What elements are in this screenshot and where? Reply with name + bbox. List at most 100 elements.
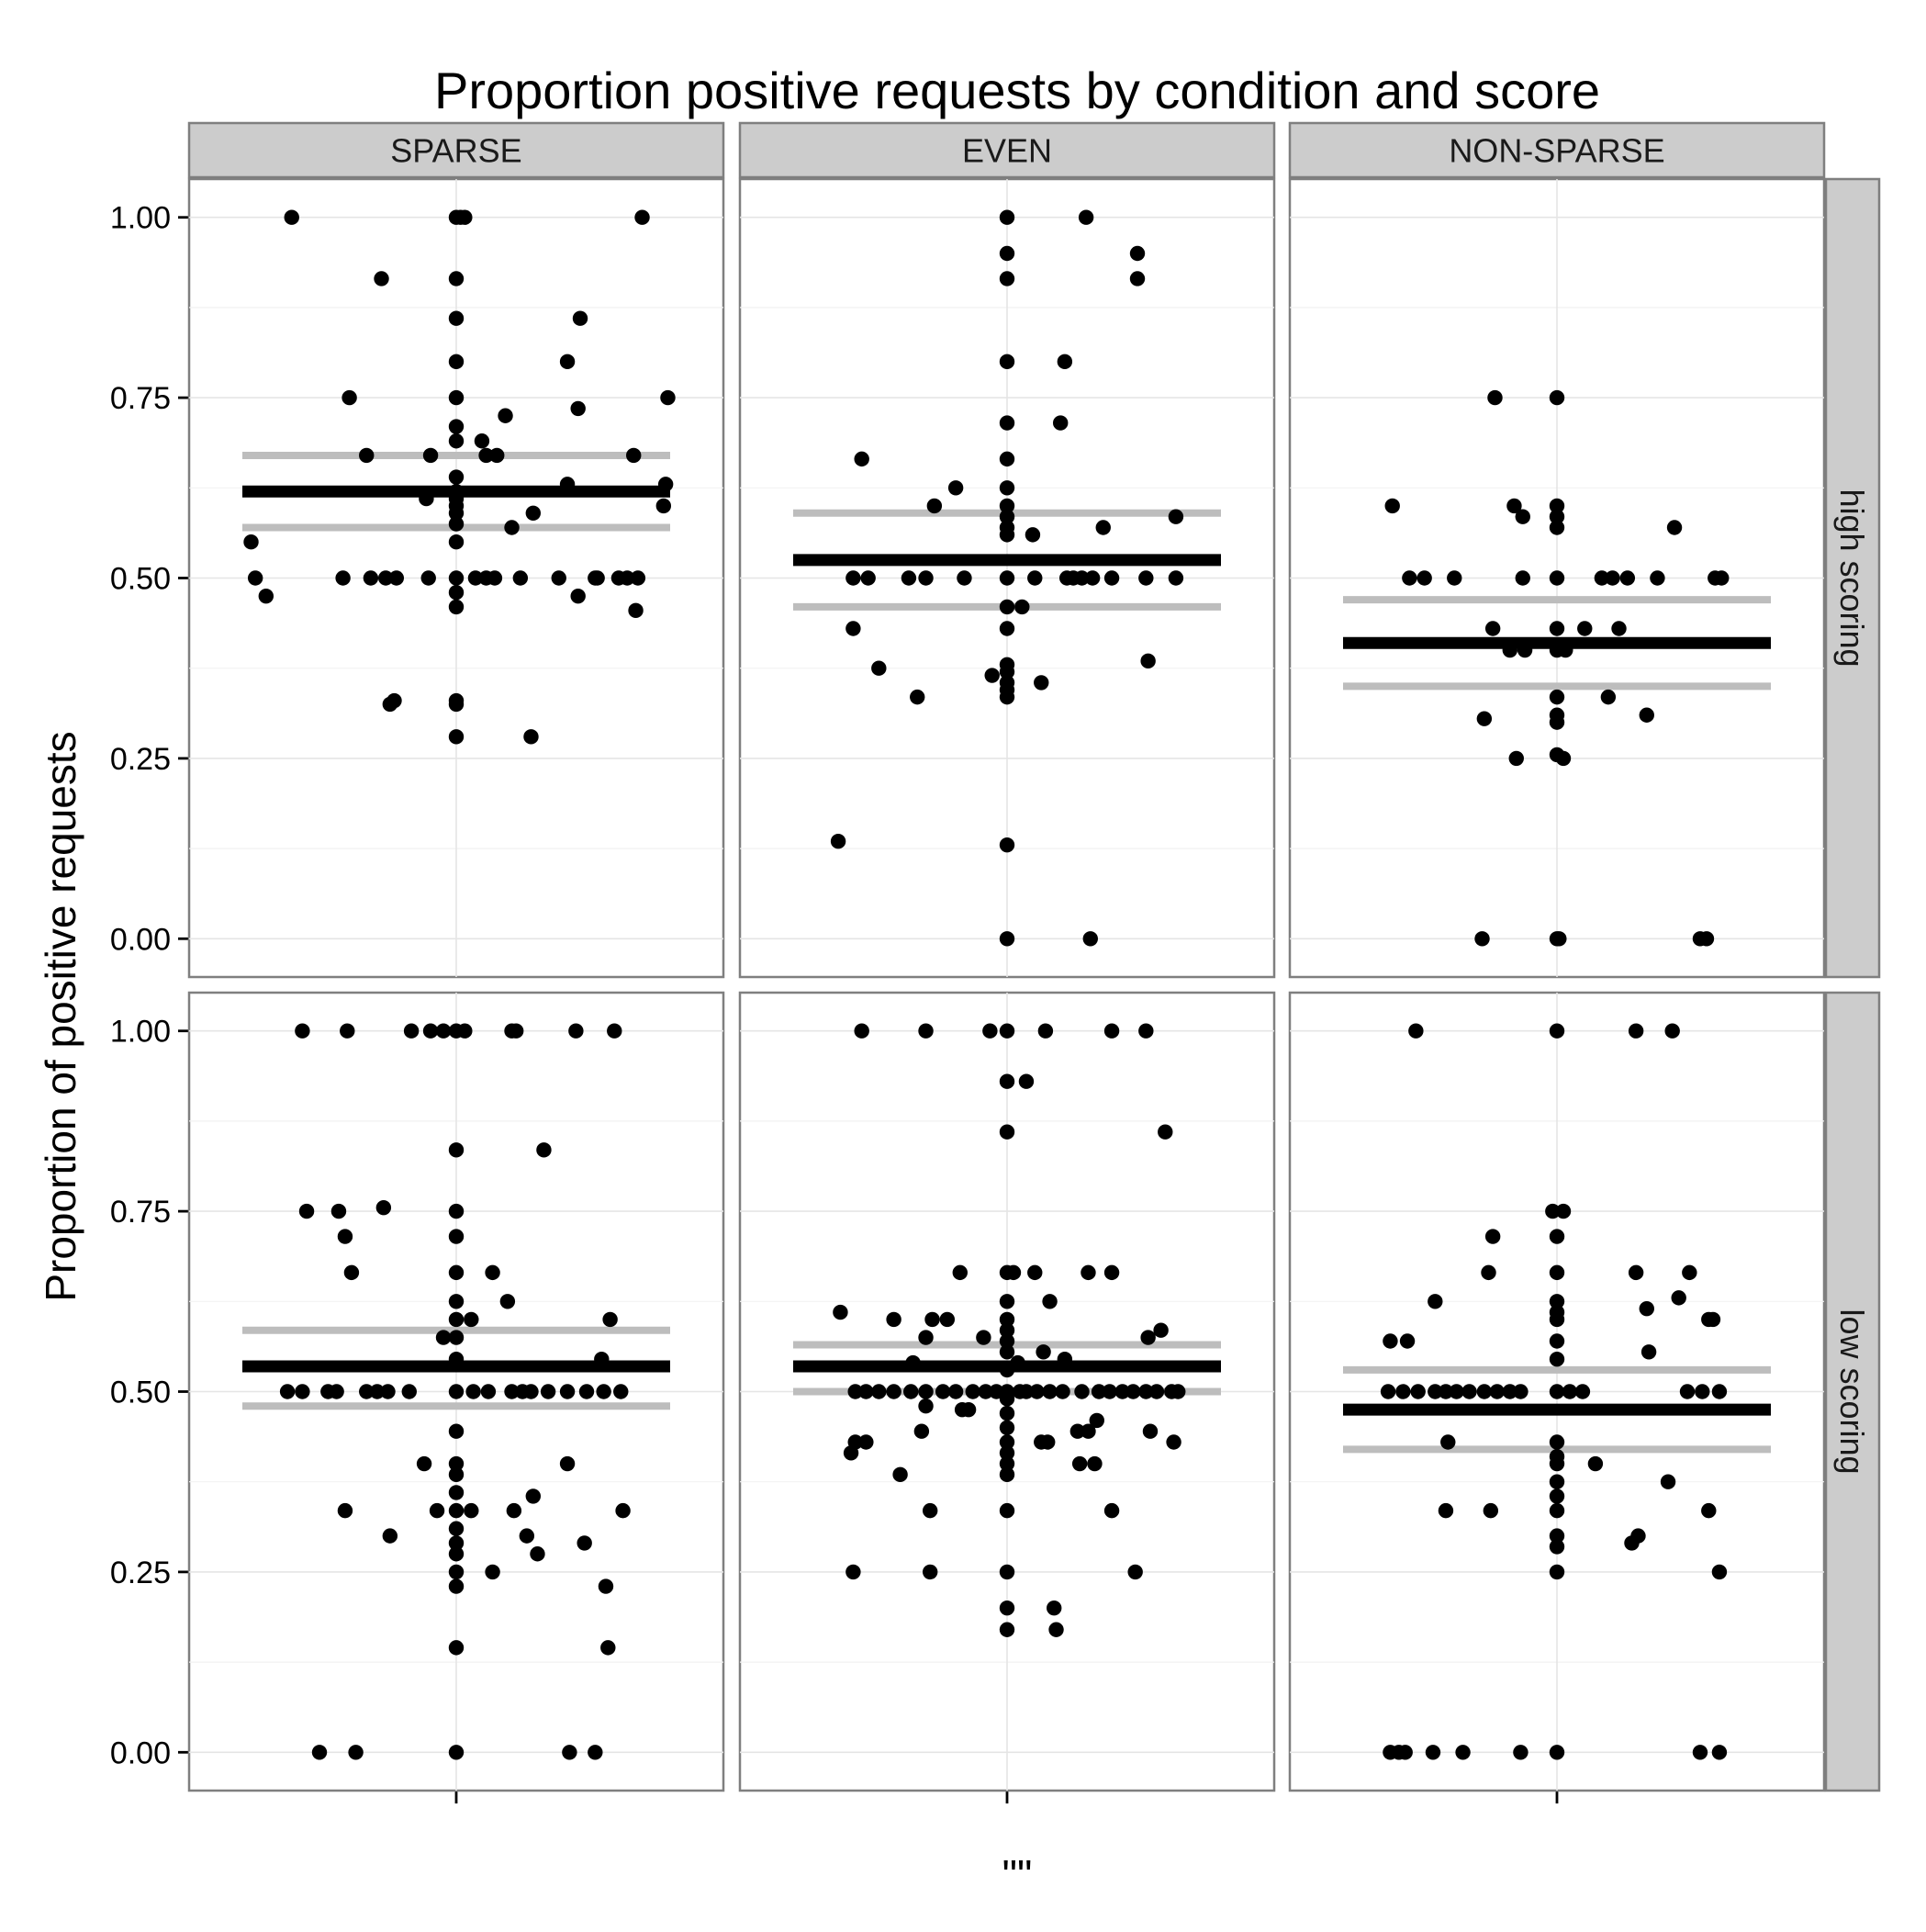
data-point (1447, 570, 1462, 586)
data-point (1138, 1384, 1154, 1399)
data-point (918, 1384, 934, 1399)
data-point (551, 570, 566, 586)
data-point (1153, 1322, 1169, 1338)
data-point (1408, 1023, 1424, 1039)
data-point (615, 1502, 631, 1519)
data-point (1140, 653, 1156, 669)
data-point (1417, 570, 1432, 586)
data-point (1549, 1528, 1565, 1544)
y-tick-label: 0.75 (110, 1195, 171, 1230)
data-point (999, 415, 1015, 431)
data-point (620, 570, 635, 586)
data-point (375, 1199, 392, 1216)
data-point (512, 570, 529, 586)
data-point (1129, 271, 1146, 286)
data-point (999, 1405, 1015, 1421)
y-tick-label: 0.75 (110, 381, 171, 416)
data-point (1605, 570, 1620, 586)
data-point (1549, 1264, 1565, 1281)
data-point (903, 1384, 919, 1399)
data-point (1057, 354, 1073, 370)
data-point (559, 1384, 576, 1399)
data-point (1611, 621, 1627, 636)
data-point (1461, 1384, 1477, 1399)
data-point (525, 505, 542, 521)
data-point (1660, 1474, 1676, 1489)
data-point (1513, 1745, 1528, 1760)
data-point (886, 1384, 901, 1399)
row-strip: high scoring (1824, 177, 1881, 979)
data-point (1515, 570, 1530, 586)
data-point (999, 1502, 1015, 1519)
y-tick-label: 0.50 (110, 562, 171, 597)
data-point (480, 1384, 497, 1399)
y-axis-title: Proportion of positive requests (37, 731, 84, 1301)
data-point (1069, 1423, 1086, 1439)
data-point (922, 1564, 938, 1580)
data-point (989, 1384, 1004, 1399)
data-point (589, 570, 605, 586)
data-point (1402, 570, 1417, 586)
column-strip-label: SPARSE (390, 132, 521, 170)
data-point (999, 570, 1015, 586)
data-point (999, 245, 1015, 262)
data-point (1549, 520, 1565, 535)
data-point (467, 570, 484, 586)
data-point (489, 447, 505, 464)
column-strip: SPARSE (187, 121, 725, 179)
data-point (1010, 1354, 1025, 1371)
data-point (448, 389, 465, 406)
data-point (1682, 1264, 1697, 1281)
data-point (1103, 1502, 1120, 1519)
data-point (448, 1311, 465, 1328)
data-point (1380, 1384, 1396, 1399)
data-point (1639, 707, 1654, 723)
data-point (1129, 245, 1146, 262)
data-point (626, 447, 642, 464)
data-point (999, 1362, 1015, 1378)
data-point (1018, 1384, 1035, 1399)
data-point (1487, 389, 1503, 406)
data-point (918, 1330, 934, 1345)
data-point (295, 1023, 310, 1039)
data-point (337, 1502, 353, 1519)
data-point (487, 570, 503, 586)
row-strip: low scoring (1824, 991, 1881, 1792)
data-point (1664, 1023, 1680, 1039)
data-point (1428, 1384, 1443, 1399)
column-strip-background (1288, 121, 1826, 179)
data-point (1127, 1564, 1143, 1580)
data-point (960, 1401, 977, 1418)
data-point (1048, 1622, 1064, 1637)
data-point (901, 570, 917, 586)
data-point (1549, 1474, 1565, 1489)
data-point (976, 1330, 991, 1345)
data-point (830, 834, 846, 849)
data-point (1639, 1300, 1654, 1317)
data-point (448, 1564, 465, 1580)
data-point (1574, 1384, 1591, 1399)
data-point (508, 1023, 524, 1039)
data-point (1549, 509, 1565, 524)
panel (187, 991, 725, 1792)
data-point (1549, 1384, 1565, 1399)
data-point (602, 1311, 618, 1328)
data-point (1624, 1535, 1640, 1551)
panels-layer: SPARSE EVEN NON-SPARSE high scoring low scor… (110, 121, 1881, 1803)
data-point (448, 599, 465, 615)
data-point (498, 408, 513, 423)
data-point (871, 1384, 887, 1399)
data-point (947, 480, 964, 496)
column-strip-background (187, 121, 725, 179)
data-point (1158, 1124, 1173, 1140)
panel (1288, 177, 1826, 979)
data-point (1628, 1264, 1644, 1281)
data-point (999, 1311, 1015, 1328)
data-point (1142, 1423, 1159, 1439)
data-point (1549, 1311, 1565, 1328)
data-point (448, 1142, 465, 1158)
data-point (284, 209, 299, 225)
data-point (922, 1502, 938, 1519)
data-point (655, 498, 672, 514)
